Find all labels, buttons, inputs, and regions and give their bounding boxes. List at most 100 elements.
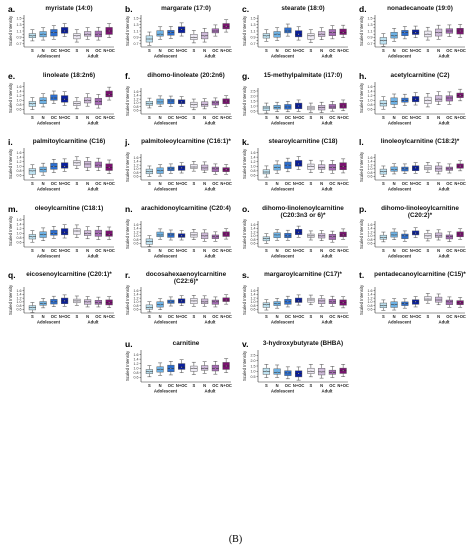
x-tick-label: S (265, 248, 268, 253)
y-tick-label: 1.0 (17, 165, 22, 169)
box-mean (459, 30, 461, 32)
x-tick-label: N+OC (337, 383, 349, 388)
x-tick-label: N+OC (176, 181, 188, 186)
box-mean (214, 301, 217, 303)
x-tick-label: N (320, 115, 323, 120)
x-tick-label: N+OC (220, 383, 232, 388)
x-tick-label: S (310, 115, 313, 120)
box-mean (342, 369, 344, 372)
x-tick-label: OC (95, 48, 101, 53)
box-mean (331, 371, 334, 373)
x-tick-label: N+OC (337, 181, 349, 186)
box-mean (297, 104, 300, 107)
group-label: Adult (88, 187, 100, 192)
x-tick-label: S (193, 248, 196, 253)
x-tick-label: OC (329, 115, 335, 120)
x-tick-label: S (382, 314, 385, 319)
box-mean (393, 35, 395, 37)
y-tick-label: 1.0 (251, 369, 256, 373)
box-mean (53, 31, 55, 34)
x-tick-label: S (382, 181, 385, 186)
x-tick-label: S (76, 181, 79, 186)
box-mean (193, 36, 195, 39)
x-tick-label: N (86, 248, 89, 253)
y-tick-label: 0.6 (368, 107, 373, 111)
group-label: Adolescent (37, 120, 61, 125)
y-tick-label: 0.6 (368, 241, 373, 245)
x-tick-label: N+OC (103, 115, 115, 120)
x-tick-label: N (42, 48, 45, 53)
x-tick-label: S (265, 181, 268, 186)
y-tick-label: 1.2 (134, 230, 139, 234)
x-tick-label: N+OC (293, 314, 305, 319)
y-tick-label: 1.4 (134, 226, 139, 230)
panel-l: l. linoleoylcarnitine (C18:2)* 0.6 0.8 1.0 1.… (355, 133, 467, 199)
x-tick-label: S (265, 314, 268, 319)
box-mean (297, 33, 300, 35)
panel-title: 3-hydroxybutyrate (BHBA) (262, 339, 344, 347)
box-mean (437, 299, 440, 301)
y-tick-label: 0.6 (17, 308, 22, 312)
x-tick-label: OC (95, 314, 101, 319)
x-tick-label: N+OC (176, 115, 188, 120)
x-tick-label: N (42, 181, 45, 186)
box-mean (297, 230, 300, 233)
box-mean (265, 106, 268, 109)
panel-label: e. (8, 70, 16, 81)
box-mean (203, 367, 206, 369)
panel-label: p. (359, 203, 367, 214)
y-tick-label: 1.0 (368, 167, 373, 171)
x-tick-label: OC (168, 248, 174, 253)
box-mean (203, 167, 206, 169)
x-tick-label: N (276, 248, 279, 253)
box-mean (193, 166, 195, 168)
box-mean (404, 31, 406, 34)
x-tick-label: N+OC (176, 314, 188, 319)
x-tick-label: S (148, 383, 151, 388)
panel-title: arachidonoylcarnitine (C20:4) (141, 204, 231, 212)
box-mean (31, 235, 34, 237)
box-N (273, 368, 281, 375)
panel-c: c. stearate (18:0) 0.7 0.9 1.1 1.3 1.5 Scaled I… (238, 0, 350, 66)
box-mean (427, 99, 429, 101)
box-mean (393, 100, 395, 102)
x-tick-label: N (159, 314, 162, 319)
y-tick-label: 0.6 (17, 240, 22, 244)
x-tick-label: S (148, 314, 151, 319)
box-mean (53, 232, 55, 234)
y-tick-label: 0.6 (134, 108, 139, 112)
panel-label: t. (359, 270, 365, 280)
box-mean (393, 169, 395, 171)
x-tick-label: N+OC (220, 115, 232, 120)
box-mean (180, 300, 183, 302)
x-tick-label: S (31, 314, 34, 319)
y-tick-label: 1.6 (251, 223, 256, 227)
box-mean (265, 237, 268, 239)
panel-label: m. (8, 203, 18, 214)
group-label: Adolescent (271, 320, 295, 325)
x-tick-label: N+OC (220, 314, 232, 319)
x-tick-label: N+OC (410, 181, 422, 186)
box-mean (53, 165, 55, 167)
box-mean (404, 234, 406, 237)
x-tick-label: S (310, 383, 313, 388)
panel-i: i. palmitoylcarnitine (C16) 0.6 0.8 1.0 1.2 1.… (4, 133, 116, 199)
box-mean (404, 99, 406, 101)
x-tick-label: N (320, 248, 323, 253)
group-label: Adolescent (37, 253, 61, 258)
y-tick-label: 0.8 (368, 304, 373, 308)
x-tick-label: N (437, 248, 440, 253)
box-mean (342, 302, 344, 304)
y-tick-label: 1.2 (368, 94, 373, 98)
y-tick-label: 0.9 (17, 36, 22, 40)
group-label: Adolescent (37, 187, 61, 192)
panel-k: k. stearoylcarnitine (C18) 0.6 0.8 1.0 1.2 1.4… (238, 133, 350, 199)
x-tick-label: N (203, 48, 206, 53)
box-mean (320, 166, 323, 169)
group-label: Adolescent (388, 54, 412, 59)
x-tick-label: N+OC (59, 181, 71, 186)
panel-label: o. (242, 203, 250, 214)
